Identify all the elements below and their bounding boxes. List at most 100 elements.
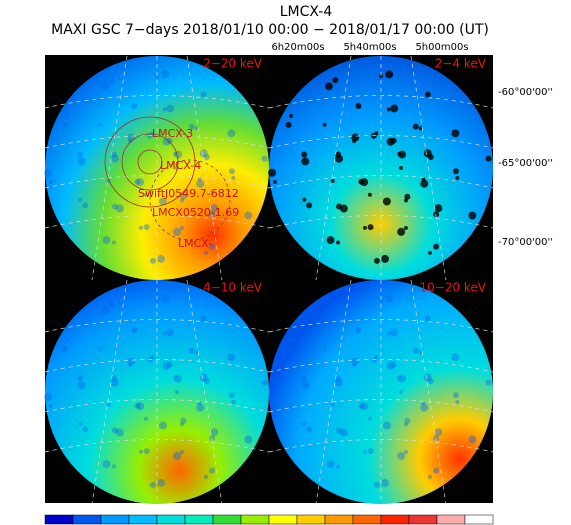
grid-curve (44, 359, 270, 373)
noise-speck (180, 193, 187, 200)
grid-curve (315, 55, 352, 281)
noise-speck (196, 179, 205, 188)
noise-speck (485, 155, 492, 162)
noise-speck (199, 373, 208, 382)
noise-speck (203, 377, 210, 384)
noise-speck (111, 203, 118, 210)
panel-label: 4−10 keV (203, 281, 263, 295)
noise-speck (272, 403, 277, 408)
noise-speck (367, 224, 374, 231)
noise-speck (285, 121, 292, 128)
noise-speck (108, 301, 115, 308)
noise-speck (322, 122, 327, 127)
noise-speck (324, 306, 333, 315)
noise-speck (188, 123, 195, 130)
noise-speck (335, 375, 342, 382)
noise-speck (209, 435, 216, 442)
noise-speck (115, 428, 124, 437)
noise-speck (61, 345, 68, 352)
noise-speck (330, 402, 335, 407)
colorbar-cell (240, 514, 270, 525)
noise-speck (175, 390, 179, 394)
colorbar-cell (268, 514, 298, 525)
noise-speck (355, 102, 362, 109)
noise-speck (358, 402, 365, 409)
noise-speck (324, 82, 333, 91)
noise-speck (390, 328, 399, 337)
noise-speck (166, 361, 173, 368)
noise-speck (111, 154, 120, 163)
noise-speck (355, 326, 362, 333)
noise-speck (412, 347, 419, 354)
noise-speck (433, 467, 440, 474)
noise-speck (403, 450, 408, 455)
noise-speck (98, 122, 103, 127)
grid-curve (44, 215, 270, 229)
ra-label: 5h40m00s (343, 42, 396, 53)
noise-speck (261, 379, 268, 386)
noise-speck (111, 427, 118, 434)
noise-speck (194, 350, 199, 355)
noise-speck (200, 91, 207, 98)
noise-speck (302, 197, 307, 202)
noise-speck (451, 129, 460, 138)
noise-speck (399, 166, 403, 170)
noise-speck (106, 402, 111, 407)
noise-speck (156, 254, 165, 263)
noise-speck (332, 77, 339, 84)
noise-speck (397, 227, 406, 236)
noise-speck (336, 240, 340, 245)
ra-label: 5h00m00s (415, 42, 468, 53)
noise-speck (203, 153, 210, 160)
noise-speck (330, 178, 335, 183)
noise-speck (332, 301, 339, 308)
grid-curve (91, 55, 128, 281)
noise-speck (210, 204, 219, 213)
colorbar-cell (408, 514, 438, 525)
noise-speck (367, 192, 372, 197)
grid-curve (44, 319, 270, 333)
noise-speck (373, 481, 380, 488)
grid-curve (268, 359, 494, 373)
source-label: LMCX- (178, 237, 212, 250)
noise-speck (272, 179, 277, 184)
noise-speck (367, 448, 374, 455)
source-circle (149, 159, 231, 241)
noise-speck (77, 151, 84, 158)
noise-speck (136, 178, 145, 187)
grid-curve (268, 399, 494, 413)
grid-curve (44, 135, 270, 149)
noise-speck (374, 355, 379, 360)
noise-speck (48, 403, 53, 408)
noise-speck (179, 422, 184, 427)
noise-speck (174, 374, 183, 383)
noise-speck (385, 294, 394, 303)
noise-speck (161, 70, 170, 79)
colorbar-cell (184, 514, 214, 525)
grid-curve (410, 279, 447, 505)
noise-speck (420, 403, 429, 412)
noise-speck (161, 294, 170, 303)
noise-speck (227, 353, 236, 362)
colorbar-cell (352, 514, 382, 525)
noise-speck (138, 449, 143, 454)
source-label: LMCX0520-1.69 (152, 206, 239, 219)
noise-speck (77, 157, 86, 166)
colorbar-cell (44, 514, 74, 525)
noise-speck (421, 401, 426, 406)
noise-speck (77, 381, 86, 390)
noise-speck (404, 193, 411, 200)
noise-speck (228, 168, 235, 175)
noise-speck (420, 179, 429, 188)
noise-speck (64, 338, 69, 342)
noise-speck (244, 211, 253, 220)
grid-curve (44, 399, 270, 413)
noise-speck (335, 378, 344, 387)
noise-speck (288, 338, 293, 342)
noise-speck (48, 179, 53, 184)
noise-speck (268, 168, 277, 177)
noise-speck (102, 460, 111, 469)
noise-speck (306, 426, 313, 433)
noise-speck (227, 129, 236, 138)
